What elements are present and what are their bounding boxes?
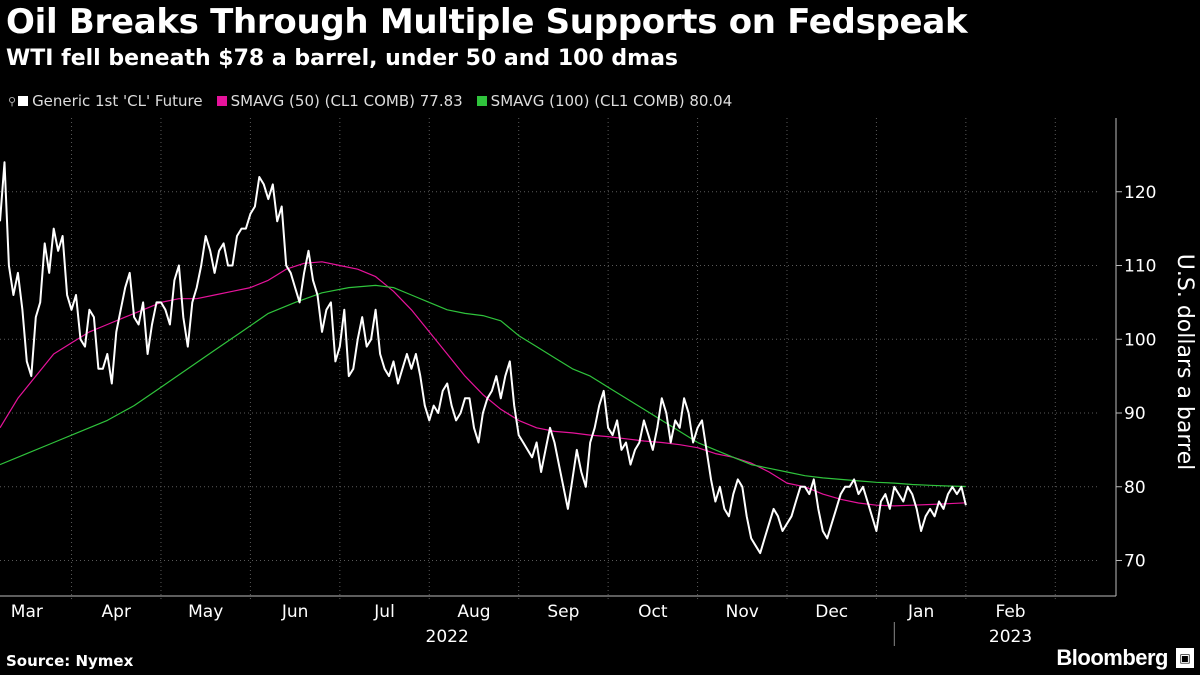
x-tick-label: Jan bbox=[907, 602, 934, 622]
x-tick-label: Nov bbox=[726, 602, 759, 622]
series-line-smavg50 bbox=[0, 261, 966, 507]
x-year-label: 2022 bbox=[426, 627, 469, 647]
series-line-cl1 bbox=[0, 161, 967, 555]
y-axis-label: U.S. dollars a barrel bbox=[1172, 254, 1197, 470]
legend-item-cl1[interactable]: Generic 1st 'CL' Future bbox=[18, 92, 203, 110]
y-tick-label: 90 bbox=[1124, 404, 1146, 424]
legend-label-cl1: Generic 1st 'CL' Future bbox=[32, 92, 203, 110]
legend-swatch-smavg100 bbox=[476, 96, 487, 106]
chart-title: Oil Breaks Through Multiple Supports on … bbox=[6, 2, 968, 42]
x-tick-label: Mar bbox=[11, 602, 43, 622]
x-year-label: 2023 bbox=[989, 627, 1032, 647]
legend-label-smavg50: SMAVG (50) (CL1 COMB) 77.83 bbox=[230, 92, 463, 110]
x-tick-label: Dec bbox=[815, 602, 848, 622]
y-tick-label: 110 bbox=[1124, 257, 1156, 277]
legend-label-smavg100: SMAVG (100) (CL1 COMB) 80.04 bbox=[490, 92, 733, 110]
y-tick-label: 120 bbox=[1124, 183, 1156, 203]
chart-subtitle: WTI fell beneath $78 a barrel, under 50 … bbox=[6, 46, 679, 71]
x-tick-label: Jun bbox=[281, 602, 309, 622]
bloomberg-terminal-icon: ▣ bbox=[1176, 648, 1194, 668]
legend: ⚲ Generic 1st 'CL' Future SMAVG (50) (CL… bbox=[8, 90, 746, 112]
x-tick-label: Aug bbox=[457, 602, 490, 622]
x-tick-label: May bbox=[188, 602, 223, 622]
x-tick-label: Oct bbox=[638, 602, 668, 622]
y-tick-label: 80 bbox=[1124, 478, 1146, 498]
bloomberg-logo: Bloomberg bbox=[1056, 645, 1168, 670]
legend-item-smavg50[interactable]: SMAVG (50) (CL1 COMB) 77.83 bbox=[216, 92, 463, 110]
y-tick-label: 70 bbox=[1124, 552, 1146, 572]
x-tick-label: Sep bbox=[547, 602, 579, 622]
series-line-smavg100 bbox=[0, 284, 966, 488]
x-tick-label: Apr bbox=[102, 602, 131, 622]
x-tick-label: Jul bbox=[373, 602, 395, 622]
x-tick-label: Feb bbox=[996, 602, 1026, 622]
source-note: Source: Nymex bbox=[6, 652, 134, 670]
legend-swatch-smavg50 bbox=[216, 96, 227, 106]
legend-swatch-cl1 bbox=[18, 96, 29, 106]
legend-pin-icon[interactable]: ⚲ bbox=[8, 94, 17, 108]
legend-item-smavg100[interactable]: SMAVG (100) (CL1 COMB) 80.04 bbox=[476, 92, 733, 110]
y-tick-label: 100 bbox=[1124, 330, 1156, 350]
